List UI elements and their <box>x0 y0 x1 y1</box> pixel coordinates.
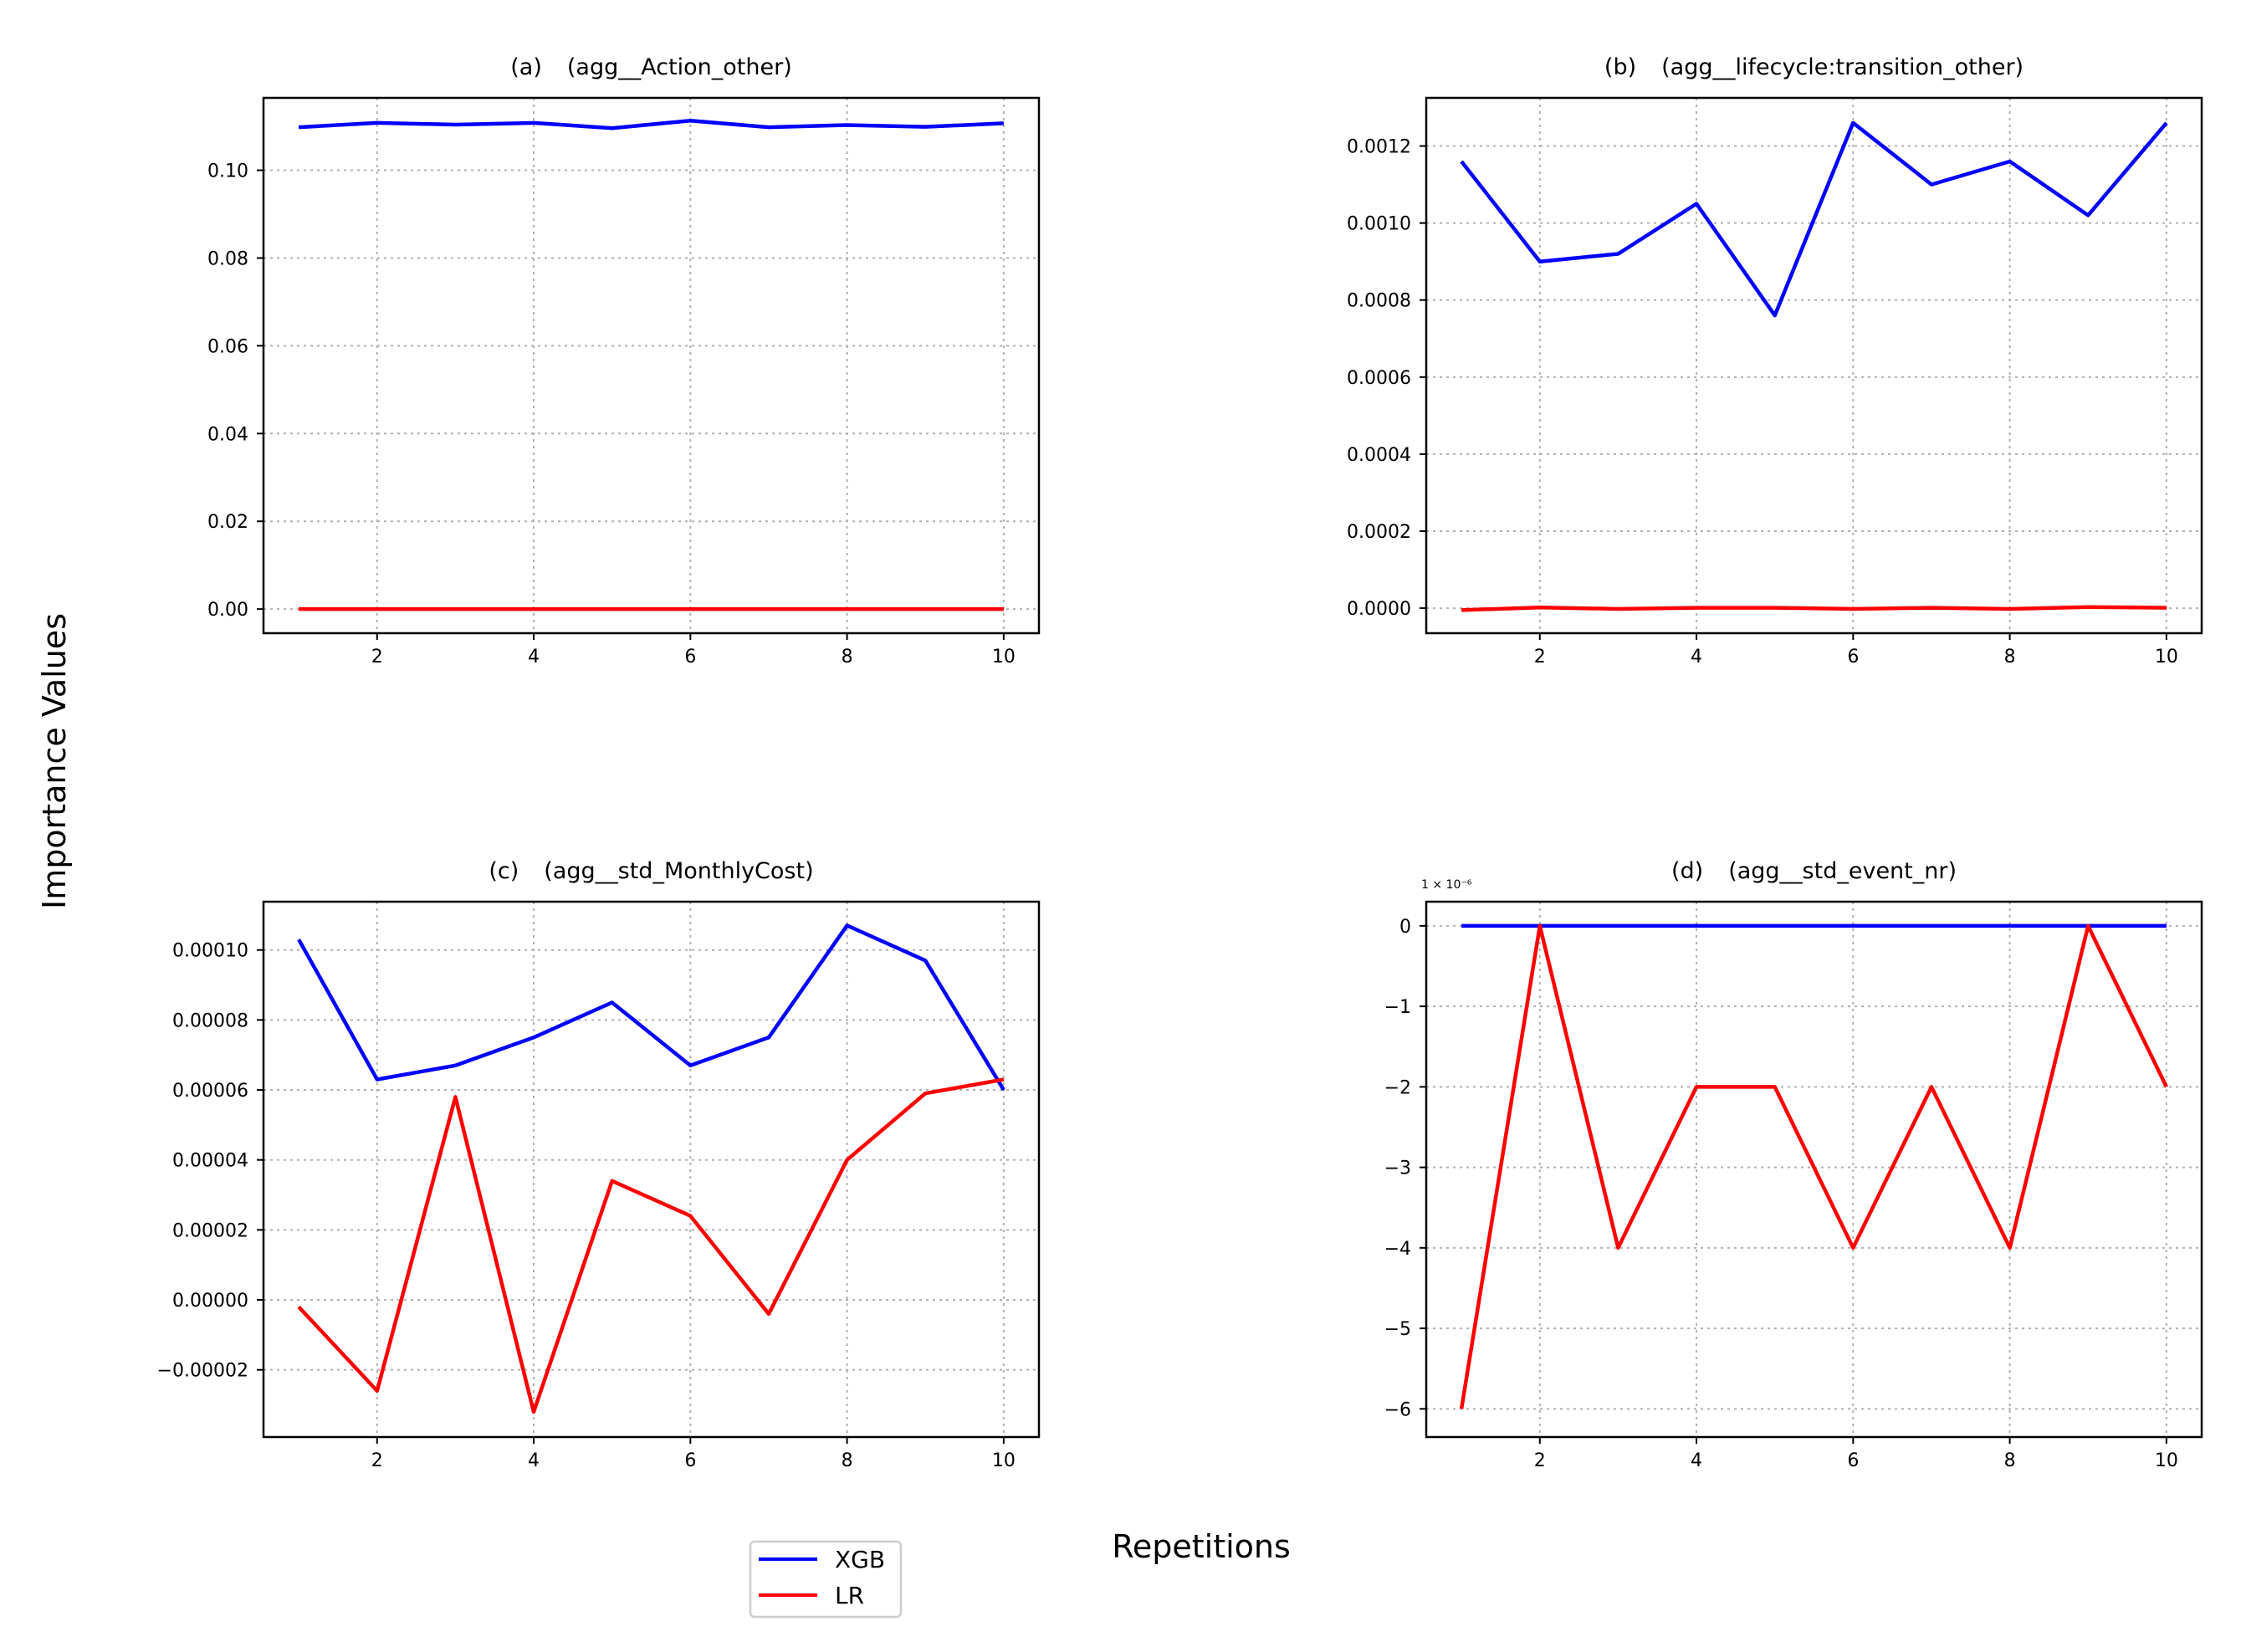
chart-panel-a: 2 4 6 8 10 0.00 0.02 0.04 0.06 0.08 0.10 (a) (agg__A… <box>207 54 1041 667</box>
y-tick-label-c-5: 0.00008 <box>172 1010 248 1031</box>
y-tick-label-d-6: 0 <box>1399 917 1411 938</box>
y-tick-label-b-2: 0.0004 <box>1347 445 1411 466</box>
x-tick-label-a-3: 8 <box>842 647 853 667</box>
x-tick-label-d-1: 4 <box>1691 1450 1702 1471</box>
y-tick-label-a-5: 0.10 <box>207 161 248 182</box>
y-tick-label-b-3: 0.0006 <box>1347 368 1411 389</box>
y-tick-label-a-3: 0.06 <box>207 336 248 357</box>
chart-panel-d: 2 4 6 8 10 −6 −5 −4 −3 −2 −1 0 (d) (agg__std_event_nr… <box>1384 858 2203 1471</box>
x-tick-label-a-0: 2 <box>371 647 383 667</box>
chart-panel-label-b: (b) <box>1604 54 1636 80</box>
y-tick-label-d-3: −3 <box>1384 1158 1411 1179</box>
chart-panel-c: 2 4 6 8 10 −0.00002 0.00000 0.00002 0.00004 0.000… <box>157 858 1041 1471</box>
x-tick-label-c-3: 8 <box>842 1450 853 1471</box>
y-tick-label-b-1: 0.0002 <box>1347 522 1411 543</box>
series-lr-line-b <box>1461 605 2167 612</box>
plot-frame-d <box>1425 900 2203 1439</box>
chart-title-d: (d) (agg__std_event_nr) <box>1671 858 1957 884</box>
chart-title-text-a: (agg__Action_other) <box>567 54 792 80</box>
y-tick-label-a-2: 0.04 <box>207 424 248 445</box>
plot-frame-b <box>1425 96 2203 635</box>
plot-frame-c <box>262 900 1041 1439</box>
y-tick-label-d-4: −2 <box>1384 1077 1411 1098</box>
y-tick-label-b-6: 0.0012 <box>1347 137 1411 158</box>
legend: XGB LR <box>749 1540 903 1619</box>
panels: 2 4 6 8 10 0.00 0.02 0.04 0.06 0.08 0.10 (a) (agg__A… <box>157 54 2203 1471</box>
x-tick-label-b-0: 2 <box>1534 647 1546 667</box>
chart-title-text-c: (agg__std_MonthlyCost) <box>544 858 813 884</box>
series-xgb-line-c <box>297 923 1005 1092</box>
y-tick-label-c-3: 0.00004 <box>172 1151 248 1172</box>
x-tick-label-c-0: 2 <box>371 1450 383 1471</box>
y-tick-label-a-4: 0.08 <box>207 248 248 269</box>
x-tick-label-c-2: 6 <box>684 1450 696 1471</box>
chart-title-a: (a) (agg__Action_other) <box>510 54 792 80</box>
chart-title-b: (b) (agg__lifecycle:transition_other) <box>1604 54 2024 80</box>
y-tick-label-d-0: −6 <box>1384 1399 1411 1420</box>
x-tick-label-a-2: 6 <box>684 647 696 667</box>
x-tick-label-b-1: 4 <box>1691 647 1702 667</box>
y-tick-label-b-5: 0.0010 <box>1347 214 1411 235</box>
x-tick-label-d-2: 6 <box>1847 1450 1859 1471</box>
y-tick-label-b-4: 0.0008 <box>1347 291 1411 312</box>
y-tick-label-c-1: 0.00000 <box>172 1291 248 1312</box>
chart-title-text-b: (agg__lifecycle:transition_other) <box>1661 54 2024 80</box>
chart-panel-label-c: (c) <box>489 858 519 884</box>
y-tick-label-d-1: −5 <box>1384 1319 1411 1340</box>
series-lr-line-c <box>297 1077 1005 1414</box>
chart-title-c: (c) (agg__std_MonthlyCost) <box>489 858 813 884</box>
chart-panel-b: 2 4 6 8 10 0.0000 0.0002 0.0004 0.0006 0.0008 0.00… <box>1347 54 2203 667</box>
chart-panel-label-d: (d) <box>1671 858 1703 884</box>
legend-xgb-label: XGB <box>835 1546 885 1573</box>
x-tick-label-d-3: 8 <box>2004 1450 2016 1471</box>
series-xgb-line-b <box>1460 120 2168 318</box>
y-tick-label-b-0: 0.0000 <box>1347 599 1411 620</box>
x-tick-label-c-1: 4 <box>528 1450 540 1471</box>
y-tick-label-d-5: −1 <box>1384 997 1411 1018</box>
y-tick-label-d-2: −4 <box>1384 1239 1411 1260</box>
series-xgb-line-a <box>298 119 1005 130</box>
axis-offset-text-d: 1 × 10⁻⁶ <box>1421 878 1472 892</box>
x-tick-label-a-1: 4 <box>528 647 540 667</box>
y-tick-label-c-2: 0.00002 <box>172 1220 248 1241</box>
x-tick-label-d-4: 10 <box>2155 1450 2178 1471</box>
y-tick-label-c-0: −0.00002 <box>157 1361 248 1382</box>
chart-panel-label-a: (a) <box>510 54 542 80</box>
x-axis-label: Repetitions <box>1112 1528 1291 1565</box>
x-tick-label-d-0: 2 <box>1534 1450 1546 1471</box>
y-tick-label-a-1: 0.02 <box>207 512 248 533</box>
x-tick-label-b-2: 6 <box>1847 647 1859 667</box>
x-tick-label-a-4: 10 <box>992 647 1016 667</box>
y-axis-label: Importance Values <box>36 613 73 909</box>
y-tick-label-c-6: 0.00010 <box>172 941 248 962</box>
x-tick-label-c-4: 10 <box>992 1450 1016 1471</box>
chart-title-text-d: (agg__std_event_nr) <box>1728 858 1957 884</box>
y-tick-label-c-4: 0.00006 <box>172 1081 248 1102</box>
y-tick-label-a-0: 0.00 <box>207 600 248 621</box>
x-tick-label-b-4: 10 <box>2155 647 2178 667</box>
series-lr-line-d <box>1459 923 2168 1409</box>
plot-frame-a <box>262 96 1041 635</box>
x-tick-label-b-3: 8 <box>2004 647 2016 667</box>
legend-lr-label: LR <box>835 1582 864 1609</box>
